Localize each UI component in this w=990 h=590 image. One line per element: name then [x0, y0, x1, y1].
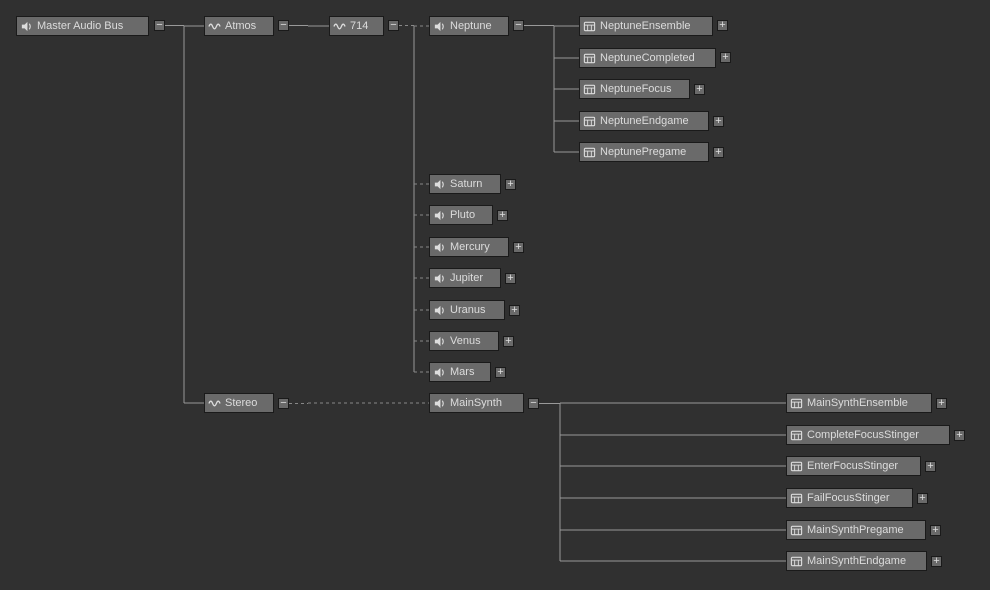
node-stereo[interactable]: Stereo [204, 393, 274, 413]
node-label: NeptuneEnsemble [600, 20, 691, 32]
speaker-icon [433, 397, 446, 410]
node-label: Venus [450, 335, 481, 347]
node-nep_pregame[interactable]: NeptunePregame [579, 142, 709, 162]
node-label: Saturn [450, 178, 482, 190]
node-ms_completefocus[interactable]: CompleteFocusStinger [786, 425, 950, 445]
node-label: MainSynthEndgame [807, 555, 906, 567]
clip-icon [583, 52, 596, 65]
toggle-neptune_r[interactable]: − [513, 20, 524, 31]
node-label: 714 [350, 20, 368, 32]
speaker-icon [433, 209, 446, 222]
bus-icon [20, 20, 33, 33]
node-label: EnterFocusStinger [807, 460, 898, 472]
clip-icon [583, 83, 596, 96]
node-nep_ensemble[interactable]: NeptuneEnsemble [579, 16, 713, 36]
clip-icon [790, 492, 803, 505]
toggle-atmos_r[interactable]: − [278, 20, 289, 31]
speaker-icon [433, 178, 446, 191]
node-neptune[interactable]: Neptune [429, 16, 509, 36]
clip-icon [790, 429, 803, 442]
speaker-icon [433, 20, 446, 33]
node-label: NeptuneEndgame [600, 115, 689, 127]
node-label: Pluto [450, 209, 475, 221]
toggle-714_r[interactable]: − [388, 20, 399, 31]
node-atmos[interactable]: Atmos [204, 16, 274, 36]
clip-icon [790, 460, 803, 473]
toggle-jupiter_r[interactable]: + [505, 273, 516, 284]
toggle-nepfoc_r[interactable]: + [694, 84, 705, 95]
toggle-venus_r[interactable]: + [503, 336, 514, 347]
node-label: MainSynthEnsemble [807, 397, 908, 409]
node-label: NeptuneCompleted [600, 52, 695, 64]
node-uranus[interactable]: Uranus [429, 300, 505, 320]
toggle-mercury_r[interactable]: + [513, 242, 524, 253]
clip-icon [583, 115, 596, 128]
node-label: CompleteFocusStinger [807, 429, 919, 441]
toggle-uranus_r[interactable]: + [509, 305, 520, 316]
node-ms_failfocus[interactable]: FailFocusStinger [786, 488, 913, 508]
node-nep_completed[interactable]: NeptuneCompleted [579, 48, 716, 68]
node-label: MainSynthPregame [807, 524, 904, 536]
node-ms_enterfocus[interactable]: EnterFocusStinger [786, 456, 921, 476]
toggle-msef_r[interactable]: + [925, 461, 936, 472]
speaker-icon [433, 272, 446, 285]
wave-icon [208, 397, 221, 410]
speaker-icon [433, 366, 446, 379]
toggle-stereo_r[interactable]: − [278, 398, 289, 409]
clip-icon [583, 146, 596, 159]
speaker-icon [433, 335, 446, 348]
toggle-msend_r[interactable]: + [931, 556, 942, 567]
node-714[interactable]: 714 [329, 16, 384, 36]
node-label: FailFocusStinger [807, 492, 890, 504]
node-label: Atmos [225, 20, 256, 32]
toggle-nepend_r[interactable]: + [713, 116, 724, 127]
node-mars[interactable]: Mars [429, 362, 491, 382]
node-label: MainSynth [450, 397, 502, 409]
toggle-neppre_r[interactable]: + [713, 147, 724, 158]
node-label: Master Audio Bus [37, 20, 123, 32]
node-nep_endgame[interactable]: NeptuneEndgame [579, 111, 709, 131]
wave-icon [333, 20, 346, 33]
toggle-mscf_r[interactable]: + [954, 430, 965, 441]
wave-icon [208, 20, 221, 33]
node-label: Mars [450, 366, 474, 378]
clip-icon [790, 397, 803, 410]
node-label: NeptuneFocus [600, 83, 672, 95]
node-nep_focus[interactable]: NeptuneFocus [579, 79, 690, 99]
node-master[interactable]: Master Audio Bus [16, 16, 149, 36]
toggle-msff_r[interactable]: + [917, 493, 928, 504]
clip-icon [790, 524, 803, 537]
node-label: Jupiter [450, 272, 483, 284]
node-ms_pregame[interactable]: MainSynthPregame [786, 520, 926, 540]
node-mainsynth[interactable]: MainSynth [429, 393, 524, 413]
node-label: Neptune [450, 20, 492, 32]
node-label: Mercury [450, 241, 490, 253]
node-jupiter[interactable]: Jupiter [429, 268, 501, 288]
toggle-master_r[interactable]: − [154, 20, 165, 31]
node-venus[interactable]: Venus [429, 331, 499, 351]
node-mercury[interactable]: Mercury [429, 237, 509, 257]
toggle-mars_r[interactable]: + [495, 367, 506, 378]
toggle-mainsynth_r[interactable]: − [528, 398, 539, 409]
node-label: NeptunePregame [600, 146, 686, 158]
speaker-icon [433, 304, 446, 317]
toggle-nepens_r[interactable]: + [717, 20, 728, 31]
toggle-pluto_r[interactable]: + [497, 210, 508, 221]
node-ms_endgame[interactable]: MainSynthEndgame [786, 551, 927, 571]
clip-icon [790, 555, 803, 568]
node-saturn[interactable]: Saturn [429, 174, 501, 194]
audio-bus-hierarchy: 714 Master Audio Bus Atmos Stereo Neptune Sat… [0, 0, 990, 590]
toggle-nepcomp_r[interactable]: + [720, 52, 731, 63]
node-pluto[interactable]: Pluto [429, 205, 493, 225]
toggle-saturn_r[interactable]: + [505, 179, 516, 190]
node-label: Stereo [225, 397, 257, 409]
toggle-msens_r[interactable]: + [936, 398, 947, 409]
speaker-icon [433, 241, 446, 254]
clip-icon [583, 20, 596, 33]
toggle-mspre_r[interactable]: + [930, 525, 941, 536]
node-label: Uranus [450, 304, 485, 316]
node-ms_ensemble[interactable]: MainSynthEnsemble [786, 393, 932, 413]
